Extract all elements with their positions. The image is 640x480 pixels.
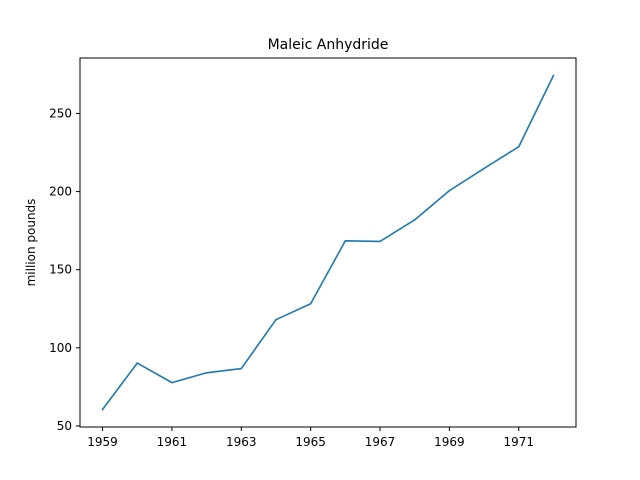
chart-title: Maleic Anhydride bbox=[268, 37, 389, 53]
plot-area: 1959 1961 1963 1965 1967 1969 1971 50 100 150 200 2… bbox=[49, 74, 555, 449]
x-tick-label: 1971 bbox=[503, 435, 534, 449]
data-point bbox=[205, 371, 208, 374]
data-point bbox=[413, 219, 416, 221]
y-tick-label: 100 bbox=[49, 341, 72, 355]
data-point bbox=[379, 240, 381, 243]
data-point bbox=[171, 381, 173, 384]
y-tick-label: 50 bbox=[57, 419, 72, 433]
data-point bbox=[136, 362, 139, 364]
data-point bbox=[344, 239, 347, 242]
x-tick-label: 1963 bbox=[226, 435, 257, 449]
x-tick-label: 1959 bbox=[87, 435, 118, 449]
x-tick-label: 1965 bbox=[295, 435, 326, 449]
y-tick-label: 200 bbox=[49, 185, 72, 199]
data-point bbox=[275, 318, 277, 321]
data-point bbox=[448, 189, 451, 192]
axes-frame bbox=[79, 57, 577, 428]
y-axis-label: million pounds bbox=[24, 199, 38, 287]
data-point bbox=[552, 74, 555, 77]
y-tick-label: 150 bbox=[49, 263, 72, 277]
data-point bbox=[517, 145, 520, 148]
data-point bbox=[309, 302, 312, 305]
x-tick-label: 1969 bbox=[434, 435, 465, 449]
data-point bbox=[101, 408, 104, 411]
data-point bbox=[483, 167, 485, 170]
x-tick-label: 1961 bbox=[157, 435, 188, 449]
y-tick-label: 250 bbox=[49, 106, 72, 120]
x-tick-label: 1967 bbox=[365, 435, 396, 449]
data-point bbox=[240, 367, 243, 370]
series-line-0 bbox=[101, 74, 555, 411]
